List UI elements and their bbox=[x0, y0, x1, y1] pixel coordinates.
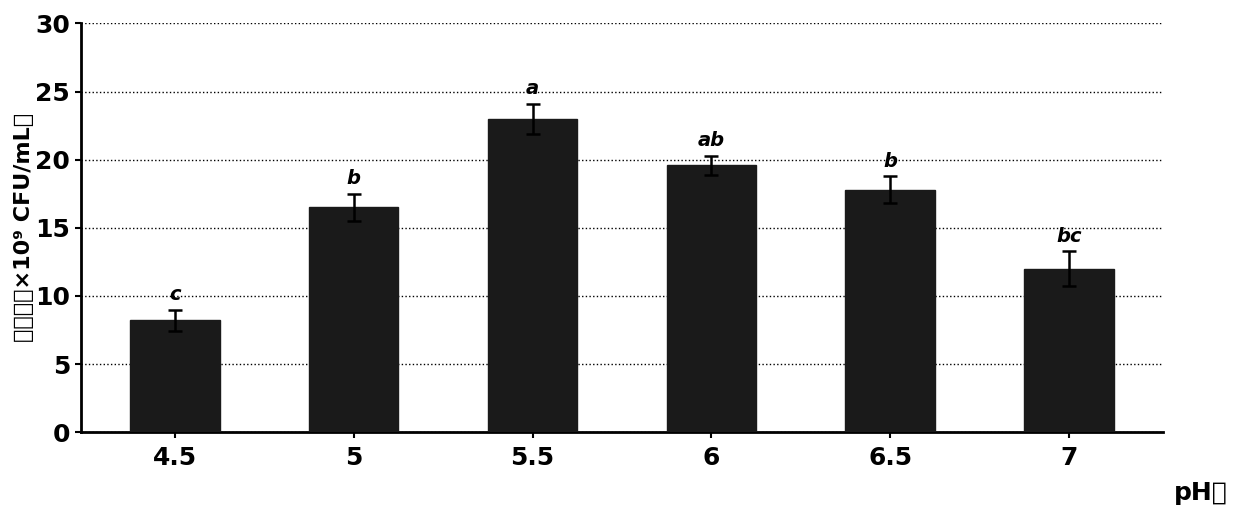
Bar bbox=[1024, 269, 1114, 432]
Text: a: a bbox=[526, 79, 539, 98]
Text: bc: bc bbox=[1056, 226, 1081, 246]
Text: b: b bbox=[883, 152, 897, 170]
Bar bbox=[846, 190, 935, 432]
Bar bbox=[487, 119, 578, 432]
Bar bbox=[667, 165, 756, 432]
Bar bbox=[309, 207, 398, 432]
Text: ab: ab bbox=[698, 131, 725, 150]
Text: b: b bbox=[347, 169, 361, 189]
Text: c: c bbox=[169, 285, 181, 304]
Text: pH値: pH値 bbox=[1173, 481, 1228, 506]
Y-axis label: 活菌数（×10⁹ CFU/mL）: 活菌数（×10⁹ CFU/mL） bbox=[14, 113, 33, 342]
Bar bbox=[130, 321, 219, 432]
